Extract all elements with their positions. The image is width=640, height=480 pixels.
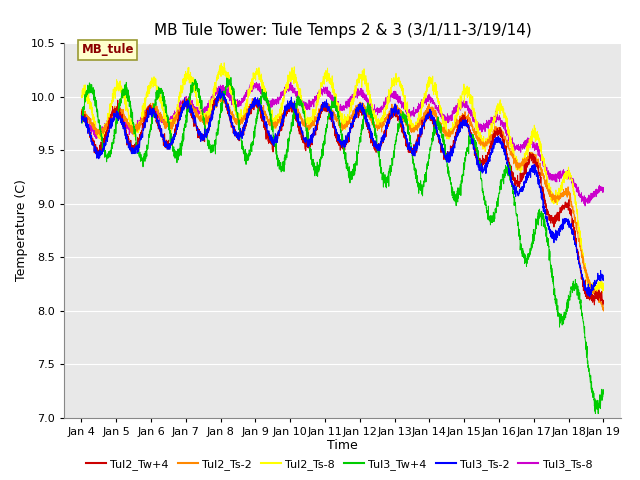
Text: MB_tule: MB_tule (81, 43, 134, 56)
Y-axis label: Temperature (C): Temperature (C) (15, 180, 28, 281)
X-axis label: Time: Time (327, 439, 358, 453)
Title: MB Tule Tower: Tule Temps 2 & 3 (3/1/11-3/19/14): MB Tule Tower: Tule Temps 2 & 3 (3/1/11-… (154, 23, 531, 38)
Legend: Tul2_Tw+4, Tul2_Ts-2, Tul2_Ts-8, Tul3_Tw+4, Tul3_Ts-2, Tul3_Ts-8: Tul2_Tw+4, Tul2_Ts-2, Tul2_Ts-8, Tul3_Tw… (81, 455, 597, 474)
